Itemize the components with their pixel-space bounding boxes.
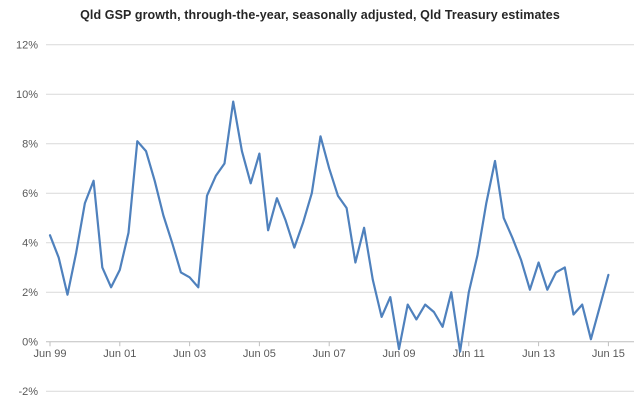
y-tick-label: 4% — [22, 238, 38, 250]
y-tick-label: 6% — [22, 188, 38, 200]
y-tick-label: 8% — [22, 139, 38, 151]
x-tick-label: Jun 11 — [453, 348, 485, 360]
x-tick-label: Jun 01 — [103, 348, 136, 360]
y-tick-label: -2% — [18, 386, 38, 398]
chart-title: Qld GSP growth, through-the-year, season… — [80, 8, 560, 22]
x-tick-label: Jun 15 — [592, 348, 625, 360]
y-tick-label: 2% — [22, 287, 38, 299]
y-tick-label: 12% — [16, 40, 38, 52]
y-tick-label: 0% — [22, 337, 38, 349]
x-tick-label: Jun 05 — [243, 348, 276, 360]
y-tick-label: 10% — [16, 89, 38, 101]
x-tick-label: Jun 09 — [382, 348, 415, 360]
gsp-growth-series-line — [48, 100, 610, 353]
x-tick-label: Jun 13 — [522, 348, 555, 360]
x-tick-label: Jun 99 — [33, 348, 66, 360]
x-tick-label: Jun 03 — [173, 348, 206, 360]
x-tick-label: Jun 07 — [313, 348, 346, 360]
